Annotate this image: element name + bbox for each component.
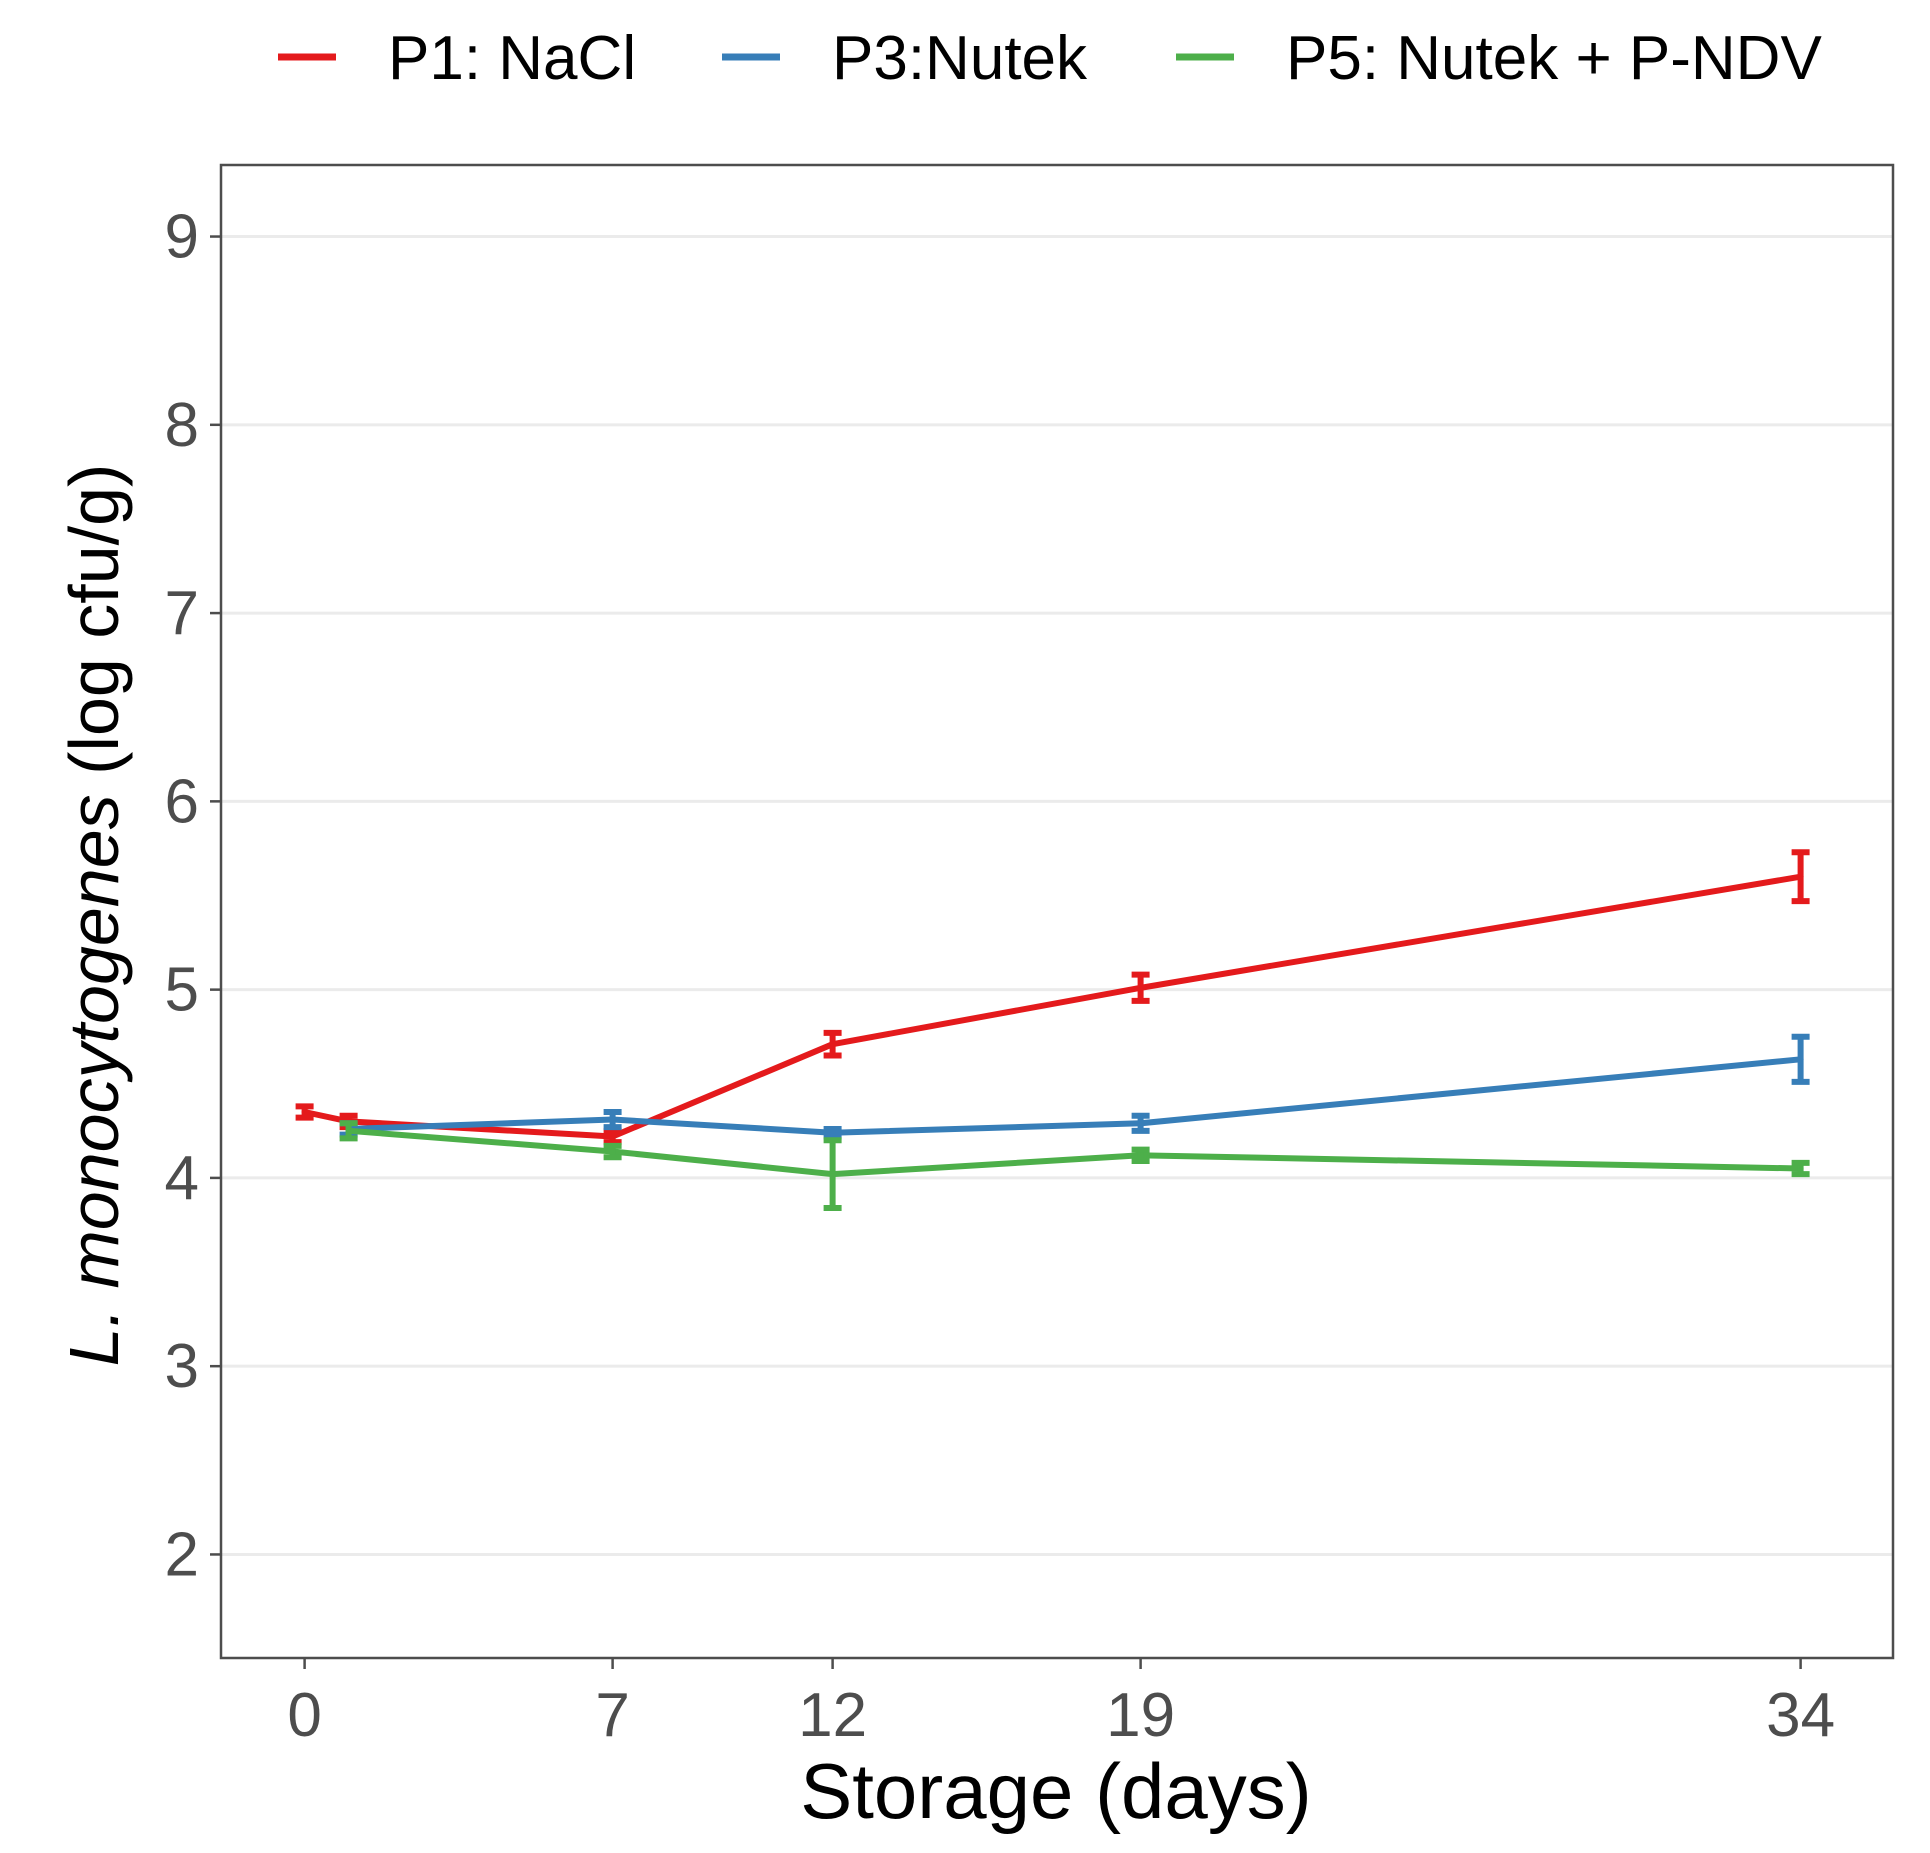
y-tick-label: 8 xyxy=(165,391,199,460)
legend-label: P3:Nutek xyxy=(832,24,1088,93)
plot-background xyxy=(221,165,1893,1658)
series-3 xyxy=(339,1120,1810,1212)
error-bar xyxy=(603,1127,622,1146)
y-tick-label: 7 xyxy=(165,579,199,648)
series-layer xyxy=(295,849,1810,1212)
legend: P1: NaCl P3:Nutek P5: Nutek + P-NDV xyxy=(278,24,1822,93)
legend-item-1: P1: NaCl xyxy=(278,24,636,93)
y-axis-title-units: (log cfu/g) xyxy=(55,464,133,795)
y-tick-label: 9 xyxy=(165,203,199,272)
panel-border xyxy=(219,163,1895,1660)
y-tick-label: 2 xyxy=(165,1520,199,1589)
error-bar xyxy=(1131,971,1150,1004)
x-axis-title: Storage (days) xyxy=(800,1747,1312,1835)
legend-item-2: P3:Nutek xyxy=(722,24,1088,93)
y-tick-label: 3 xyxy=(165,1332,199,1401)
y-tick-label: 5 xyxy=(165,956,199,1025)
y-tick-label: 6 xyxy=(165,767,199,836)
y-axis-title-italic: L. monocytogenes xyxy=(55,794,133,1366)
legend-label: P1: NaCl xyxy=(388,24,636,93)
x-tick-label: 7 xyxy=(595,1681,629,1750)
error-bar xyxy=(1131,1112,1150,1134)
error-bar xyxy=(339,1120,358,1142)
x-tick-label: 34 xyxy=(1766,1681,1835,1750)
series-line xyxy=(301,873,1804,1140)
y-axis-title: L. monocytogenes (log cfu/g) xyxy=(55,464,133,1367)
y-gridlines xyxy=(221,235,1893,1556)
x-tick-label: 19 xyxy=(1106,1681,1175,1750)
x-tick-label: 12 xyxy=(798,1681,867,1750)
error-bar xyxy=(295,1103,314,1121)
plot-area xyxy=(221,165,1893,1658)
error-bar xyxy=(603,1142,622,1161)
error-bar xyxy=(1791,1159,1810,1178)
error-bar xyxy=(1791,849,1810,905)
x-tick-label: 0 xyxy=(287,1681,321,1750)
error-bar xyxy=(823,1125,842,1140)
error-bar xyxy=(1131,1146,1150,1164)
legend-item-3: P5: Nutek + P-NDV xyxy=(1176,24,1822,93)
y-tick-label: 4 xyxy=(165,1144,199,1213)
error-bar xyxy=(1791,1033,1810,1085)
error-bar xyxy=(603,1109,622,1131)
legend-label: P5: Nutek + P-NDV xyxy=(1286,24,1822,93)
error-bar xyxy=(823,1137,842,1212)
error-bar xyxy=(823,1029,842,1059)
